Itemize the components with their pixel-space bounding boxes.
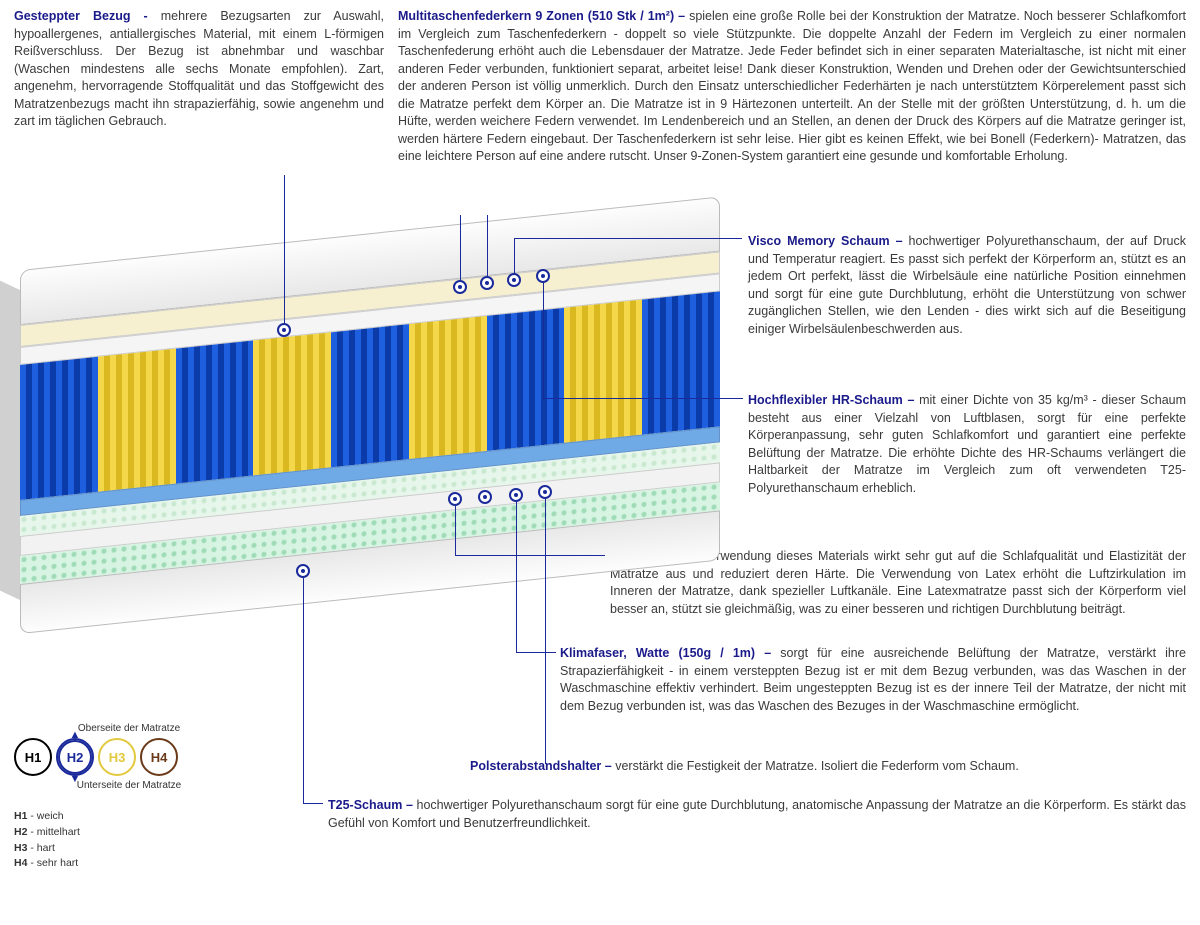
title-federkern: Multitaschenfederkern 9 Zonen (510 Stk /…: [398, 9, 689, 23]
leader-klima-h: [516, 652, 556, 653]
section-hr: Hochflexibler HR-Schaum – mit einer Dich…: [748, 392, 1186, 497]
spring-zone-b: [331, 324, 409, 467]
desc-hr: mit einer Dichte von 35 kg/m³ - dieser S…: [748, 393, 1186, 495]
mattress-side: [0, 281, 20, 600]
title-visco: Visco Memory Schaum –: [748, 234, 909, 248]
hardness-circle-h2: ▲ H2 ▼: [56, 738, 94, 776]
hardness-row: H2 - mittelhart: [14, 825, 244, 841]
leader-hr-h: [543, 398, 743, 399]
desc-polster: verstärkt die Festigkeit der Matratze. I…: [615, 759, 1019, 773]
title-polster: Polsterabstandshalter –: [470, 759, 615, 773]
leader-t25-v: [303, 571, 304, 803]
hardness-row: H4 - sehr hart: [14, 856, 244, 872]
marker-m-feder1: [453, 280, 467, 294]
mattress-diagram: [20, 235, 730, 670]
leader-visco-v: [514, 238, 515, 276]
leader-feder-a: [460, 215, 461, 283]
spring-zone-b: [20, 357, 98, 500]
arrow-down-icon: ▼: [70, 773, 81, 785]
spring-zone-y: [409, 316, 487, 459]
title-bezug: Gesteppter Bezug -: [14, 9, 161, 23]
section-visco: Visco Memory Schaum – hochwertiger Polyu…: [748, 233, 1186, 338]
spring-zone-y: [98, 349, 176, 492]
spring-zone-y: [564, 300, 642, 443]
leader-klima-v: [516, 495, 517, 652]
leader-polster-v: [545, 492, 546, 764]
leader-visco-h: [514, 238, 742, 239]
section-t25: T25-Schaum – hochwertiger Polyurethansch…: [328, 797, 1186, 832]
marker-m-latex: [448, 492, 462, 506]
title-t25: T25-Schaum –: [328, 798, 417, 812]
marker-m-bezug: [277, 323, 291, 337]
hardness-legend: Oberseite der Matratze H1 ▲ H2 ▼ H3 H4 U…: [14, 720, 244, 872]
spring-zone-y: [253, 332, 331, 475]
hardness-circle-h3: H3: [98, 738, 136, 776]
marker-m-visco: [507, 273, 521, 287]
leader-latex-v: [455, 499, 456, 555]
marker-m-latex2: [478, 490, 492, 504]
leader-latex-h: [455, 555, 605, 556]
marker-m-feder2: [480, 276, 494, 290]
spring-zone-b: [487, 308, 565, 451]
legend-bottom-label: Unterseite der Matratze: [14, 780, 244, 791]
desc-visco: hochwertiger Polyurethanschaum, der auf …: [748, 234, 1186, 336]
leader-hr-v: [543, 276, 544, 398]
marker-m-hr: [536, 269, 550, 283]
desc-t25: hochwertiger Polyurethanschaum sorgt für…: [328, 798, 1186, 830]
leader-bezug: [284, 175, 285, 325]
marker-m-t25: [296, 564, 310, 578]
desc-federkern: spielen eine große Rolle bei der Konstru…: [398, 9, 1186, 163]
marker-m-polster: [538, 485, 552, 499]
title-hr: Hochflexibler HR-Schaum –: [748, 393, 919, 407]
arrow-up-icon: ▲: [70, 729, 81, 741]
hardness-row: H1 - weich: [14, 809, 244, 825]
hardness-row: H3 - hart: [14, 841, 244, 857]
section-bezug: Gesteppter Bezug - mehrere Bezugsarten z…: [14, 8, 384, 131]
mattress-body: [20, 196, 720, 650]
leader-t25-h: [303, 803, 323, 804]
spring-zone-b: [642, 291, 720, 434]
desc-bezug: mehrere Bezugsarten zur Auswahl, hypoall…: [14, 9, 384, 128]
hardness-circle-h4: H4: [140, 738, 178, 776]
section-federkern: Multitaschenfederkern 9 Zonen (510 Stk /…: [398, 8, 1186, 166]
section-polster: Polsterabstandshalter – verstärkt die Fe…: [470, 758, 1186, 776]
hardness-circle-h1: H1: [14, 738, 52, 776]
hardness-list: H1 - weichH2 - mittelhartH3 - hartH4 - s…: [14, 809, 244, 872]
legend-top-label: Oberseite der Matratze: [14, 723, 244, 734]
leader-feder-b: [487, 215, 488, 279]
marker-m-klima: [509, 488, 523, 502]
spring-zone-b: [176, 340, 254, 483]
legend-circles: H1 ▲ H2 ▼ H3 H4: [14, 738, 244, 776]
